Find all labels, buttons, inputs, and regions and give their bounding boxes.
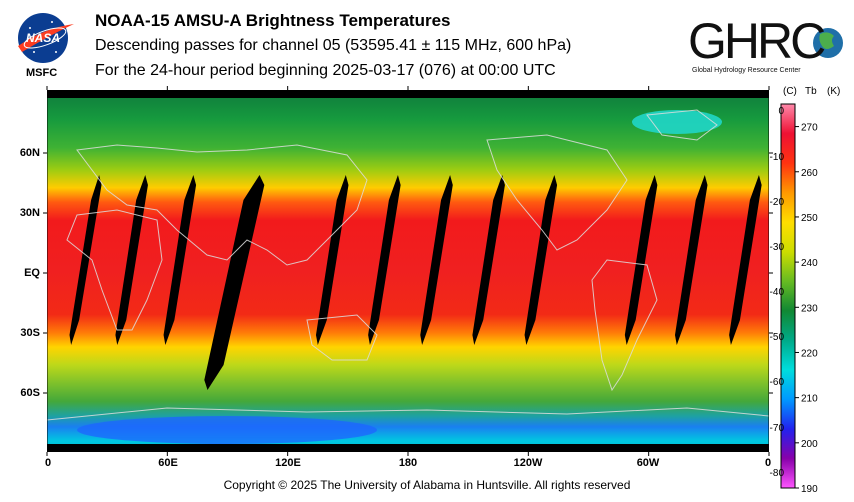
data-gap-swath <box>115 175 148 345</box>
colorbar-kelvin-tick: 260 <box>801 168 818 179</box>
colorbar-kelvin-tick: 230 <box>801 303 818 314</box>
lat-label-eq: EQ <box>24 267 40 279</box>
cold-pool-greenland <box>632 110 722 134</box>
colorbar-celsius-tick: -80 <box>769 467 784 479</box>
colorbar-celsius-tick: -40 <box>769 287 784 299</box>
colorbar-ramp <box>780 103 796 489</box>
ghrc-subtitle: Global Hydrology Resource Center <box>692 67 801 74</box>
north-america-coastline <box>486 134 628 251</box>
colorbar-celsius-header: (C) <box>783 86 797 97</box>
colorbar-celsius-tick: -30 <box>769 241 784 253</box>
channel-subtitle: Descending passes for channel 05 (53595.… <box>95 37 572 54</box>
nasa-wordmark: NASA <box>26 31 60 45</box>
data-gap-swath <box>315 175 349 345</box>
lon-label-60w: 60W <box>636 457 660 469</box>
colorbar-kelvin-tick: 210 <box>801 394 818 405</box>
colorbar-celsius-tick: -10 <box>769 151 784 163</box>
colorbar-kelvin-tick: 190 <box>801 484 818 492</box>
data-gap-swath <box>163 175 197 345</box>
lat-label-30s: 30S <box>20 327 40 339</box>
data-gap-swath <box>204 175 265 390</box>
lon-label-0-west: 0 <box>44 457 52 469</box>
page-title: NOAA-15 AMSU-A Brightness Temperatures <box>95 11 451 30</box>
data-gap-swath <box>524 175 558 345</box>
lat-label-30n: 30N <box>19 207 40 219</box>
data-gap-swath <box>729 175 762 345</box>
lon-label-120e: 120E <box>275 457 301 469</box>
cold-pool-antarctica <box>77 416 377 444</box>
data-gap-swath <box>624 175 658 345</box>
eurasia-coastline <box>76 144 368 266</box>
data-gap-swath <box>420 175 453 345</box>
ghrc-globe-icon: GHRC Global Hydrology Resource Center <box>688 13 843 74</box>
antarctica-coastline <box>47 407 769 421</box>
colorbar: 270 260 250 240 230 220 210 200 190 <box>780 103 818 492</box>
brightness-map <box>47 90 769 452</box>
colorbar-kelvin-header: (K) <box>827 86 841 97</box>
period-line: For the 24-hour period beginning 2025-03… <box>95 62 556 79</box>
swath-gaps <box>69 175 762 390</box>
nasa-meatball-icon: NASA <box>18 13 74 63</box>
missing-data-top-band <box>47 90 769 98</box>
colorbar-celsius-tick: -60 <box>769 377 784 389</box>
data-gap-swath <box>69 175 102 345</box>
colorbar-kelvin-tick: 270 <box>801 123 818 134</box>
colorbar-kelvin-tick: 220 <box>801 348 818 359</box>
africa-coastline <box>66 209 163 331</box>
australia-coastline <box>306 314 378 361</box>
colorbar-celsius-tick: -20 <box>769 196 784 208</box>
copyright-notice: Copyright © 2025 The University of Alaba… <box>223 478 631 492</box>
lat-label-60n: 60N <box>19 147 40 159</box>
greenland-coastline <box>646 109 718 141</box>
lon-label-60e: 60E <box>158 457 178 469</box>
colorbar-kelvin-tick: 200 <box>801 439 818 450</box>
ghrc-logo: GHRC Global Hydrology Resource Center <box>688 10 848 76</box>
colorbar-tb-header: Tb <box>805 86 817 97</box>
nasa-logo: NASA <box>12 8 78 86</box>
lat-label-60s: 60S <box>20 387 40 399</box>
colorbar-kelvin-tick: 250 <box>801 213 818 224</box>
colorbar-celsius-tick: 0 <box>778 106 784 118</box>
lon-label-120w: 120W <box>513 457 543 469</box>
lon-label-180: 180 <box>398 457 418 469</box>
data-gap-swath <box>472 175 505 345</box>
ghrc-wordmark: GHRC <box>688 13 825 69</box>
colorbar-kelvin-tick: 240 <box>801 258 818 269</box>
coastlines <box>47 109 769 421</box>
msfc-label: MSFC <box>26 67 58 79</box>
colorbar-celsius-tick: -70 <box>769 422 784 434</box>
south-america-coastline <box>591 259 658 392</box>
colorbar-celsius-tick: -50 <box>769 332 784 344</box>
data-gap-swath <box>674 175 708 345</box>
data-gap-swath <box>368 175 401 345</box>
lon-label-0-east: 0 <box>764 457 772 469</box>
missing-data-bottom-band <box>47 444 769 452</box>
